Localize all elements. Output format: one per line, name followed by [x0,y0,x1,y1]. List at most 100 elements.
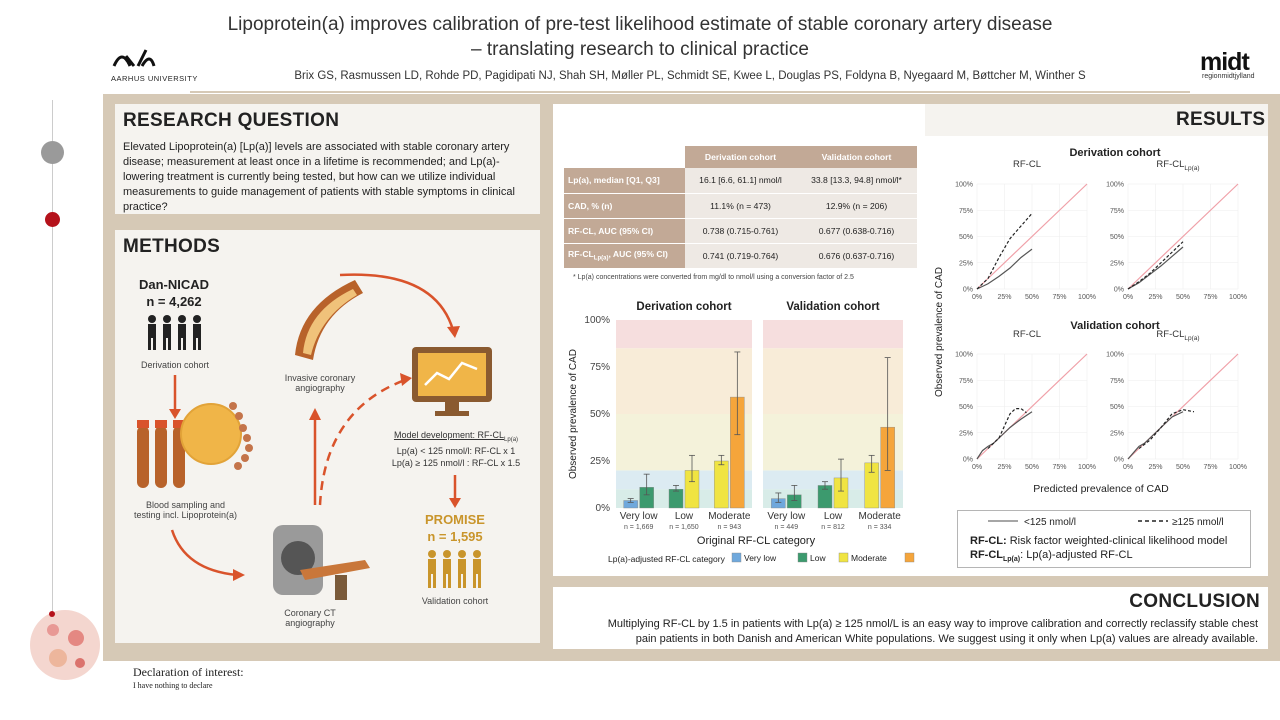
table-cell: 11.1% (n = 473) [685,193,797,219]
row-label-tail: , AUC (95% CI) [608,249,668,260]
conclusion-line-2: pain patients in both Danish and America… [635,633,1258,645]
legend-solid-label: <125 nmol/l [1024,517,1076,528]
calib-group-title: Validation cohort [1070,320,1160,332]
n-label: n = 449 [775,524,799,531]
table-row: RF-CL, AUC (95% CI) 0.738 (0.715-0.761) 0.… [564,218,917,244]
x-tick-label: Moderate [859,511,902,522]
calib-line-high [976,213,1033,290]
calib-x-tick: 75% [1052,294,1066,301]
calib-x-tick: 100% [1229,464,1247,471]
calib-y-tick: 100% [955,352,973,359]
calib-y-tick: 75% [959,378,973,385]
calib-y-tick: 75% [1110,378,1124,385]
table-header-row: Derivation cohort Validation cohort [564,146,917,168]
risk-band [616,348,752,414]
risk-band [616,414,752,471]
x-tick-label: Low [824,511,843,522]
calib-y-tick: 50% [959,234,973,241]
risk-band [616,320,752,349]
table-footnote: * Lp(a) concentrations were converted fr… [573,274,854,281]
table-row-label: RF-CLLp(a), AUC (95% CI) [564,243,685,269]
bar [668,488,684,509]
x-tick-label: Low [675,511,694,522]
table-cell: 16.1 [6.6, 61.1] nmol/l [685,168,797,194]
model-line-3: Lp(a) ≥ 125 nmol/l : RF-CL x 1.5 [391,457,521,468]
midt-logo-sub: regionmidtjylland [1202,73,1255,80]
calib-x-tick: 75% [1052,464,1066,471]
side-line [52,100,53,620]
calib-x-tick: 50% [1176,294,1190,301]
identity-line [976,183,1088,290]
calib-panel-title: RF-CL [1013,159,1041,170]
arrows-overlay [170,273,461,581]
calib-panel-title: RF-CLLp(a) [1156,329,1199,342]
calib-x-tick: 100% [1078,464,1096,471]
artery-icon [295,280,363,360]
arrow-down-icon [169,375,181,419]
ct-caption-line-2: angiography [285,618,335,628]
calib-x-tick: 50% [1176,464,1190,471]
declaration-text: I have nothing to declare [133,681,213,690]
results-heading: RESULTS [1176,109,1266,130]
table-row-label: Lp(a), median [Q1, Q3] [564,168,685,194]
table-row: RF-CLLp(a), AUC (95% CI) 0.741 (0.719-0.7… [564,243,917,269]
risk-band [763,320,903,349]
table-cell: 12.9% (n = 206) [796,193,917,219]
ct-caption: Coronary CT angiography [255,608,365,628]
calib-y-tick: 0% [1114,287,1124,294]
calib-x-tick: 75% [1203,294,1217,301]
table-cell: 0.738 (0.715-0.761) [685,218,797,244]
table-cell: 0.676 (0.637-0.716) [796,243,917,269]
header-rule [190,91,1190,93]
calib-y-tick: 0% [1114,457,1124,464]
promise-n: n = 1,595 [427,529,483,544]
calib-panel-title: RF-CL [1013,329,1041,340]
calib-y-tick: 75% [1110,208,1124,215]
decorative-globe [30,610,100,680]
table-col-validation: Validation cohort [796,146,917,168]
legend-label: Low [810,553,826,563]
timeline-dot-red [45,212,60,227]
authors: Brix GS, Rasmussen LD, Rohde PD, Pagidip… [294,70,1086,82]
calib-y-tick: 50% [1110,234,1124,241]
calib-panel-title: RF-CLLp(a) [1156,159,1199,172]
x-tick-label: Moderate [708,511,751,522]
calib-y-tick: 25% [959,430,973,437]
ica-caption-line-1: Invasive coronary [284,373,356,383]
conclusion-heading: CONCLUSION [1129,591,1260,612]
computer-model-icon [412,347,492,416]
calib-line-high [987,408,1027,449]
rf-cl-lpa-definition: RF-CLLp(a): Lp(a)-adjusted RF-CL [970,549,1133,563]
n-label: n = 1,650 [669,524,698,531]
calib-x-tick: 25% [997,464,1011,471]
table-row: CAD, % (n) 11.1% (n = 473) 12.9% (n = 206) [564,193,917,219]
n-label: n = 943 [718,524,742,531]
calib-y-tick: 100% [1106,182,1124,189]
dan-title: Dan-NICAD [138,277,210,292]
calib-legend: <125 nmol/l ≥125 nmol/l RF-CL: Risk fact… [957,510,1251,568]
model-line-1-text: Model development: RF-CL [393,430,505,440]
legend-swatch [797,552,808,563]
timeline-dot-grey [41,141,64,164]
model-line-2: Lp(a) < 125 nmol/l: RF-CL x 1 [396,446,516,457]
calib-y-tick: 50% [1110,404,1124,411]
calib-line-low [1127,246,1184,290]
results-heading-bg [925,104,1268,136]
bar-chart-title: Derivation cohort [636,301,731,313]
risk-band [763,348,903,414]
calib-y-tick: 25% [1110,260,1124,267]
calib-x-tick: 25% [997,294,1011,301]
calib-line-low [1127,411,1184,460]
calib-line-low [976,248,1033,290]
y-tick-label: 25% [590,456,610,467]
n-label: n = 1,669 [624,524,653,531]
rf-cl-bold: RF-CL: [970,535,1007,547]
aarhus-logo-text: AARHUS UNIVERSITY [111,74,198,83]
y-tick-label: 75% [590,362,610,373]
calib-x-tick: 0% [972,294,982,301]
calib-line-high [1138,409,1195,449]
calib-x-tick: 100% [1078,294,1096,301]
blood-tubes-icon [137,402,253,488]
blood-caption-line-2: testing incl. Lipoprotein(a) [133,510,238,520]
research-text: Elevated Lipoprotein(a) [Lp(a)] levels a… [123,141,515,213]
